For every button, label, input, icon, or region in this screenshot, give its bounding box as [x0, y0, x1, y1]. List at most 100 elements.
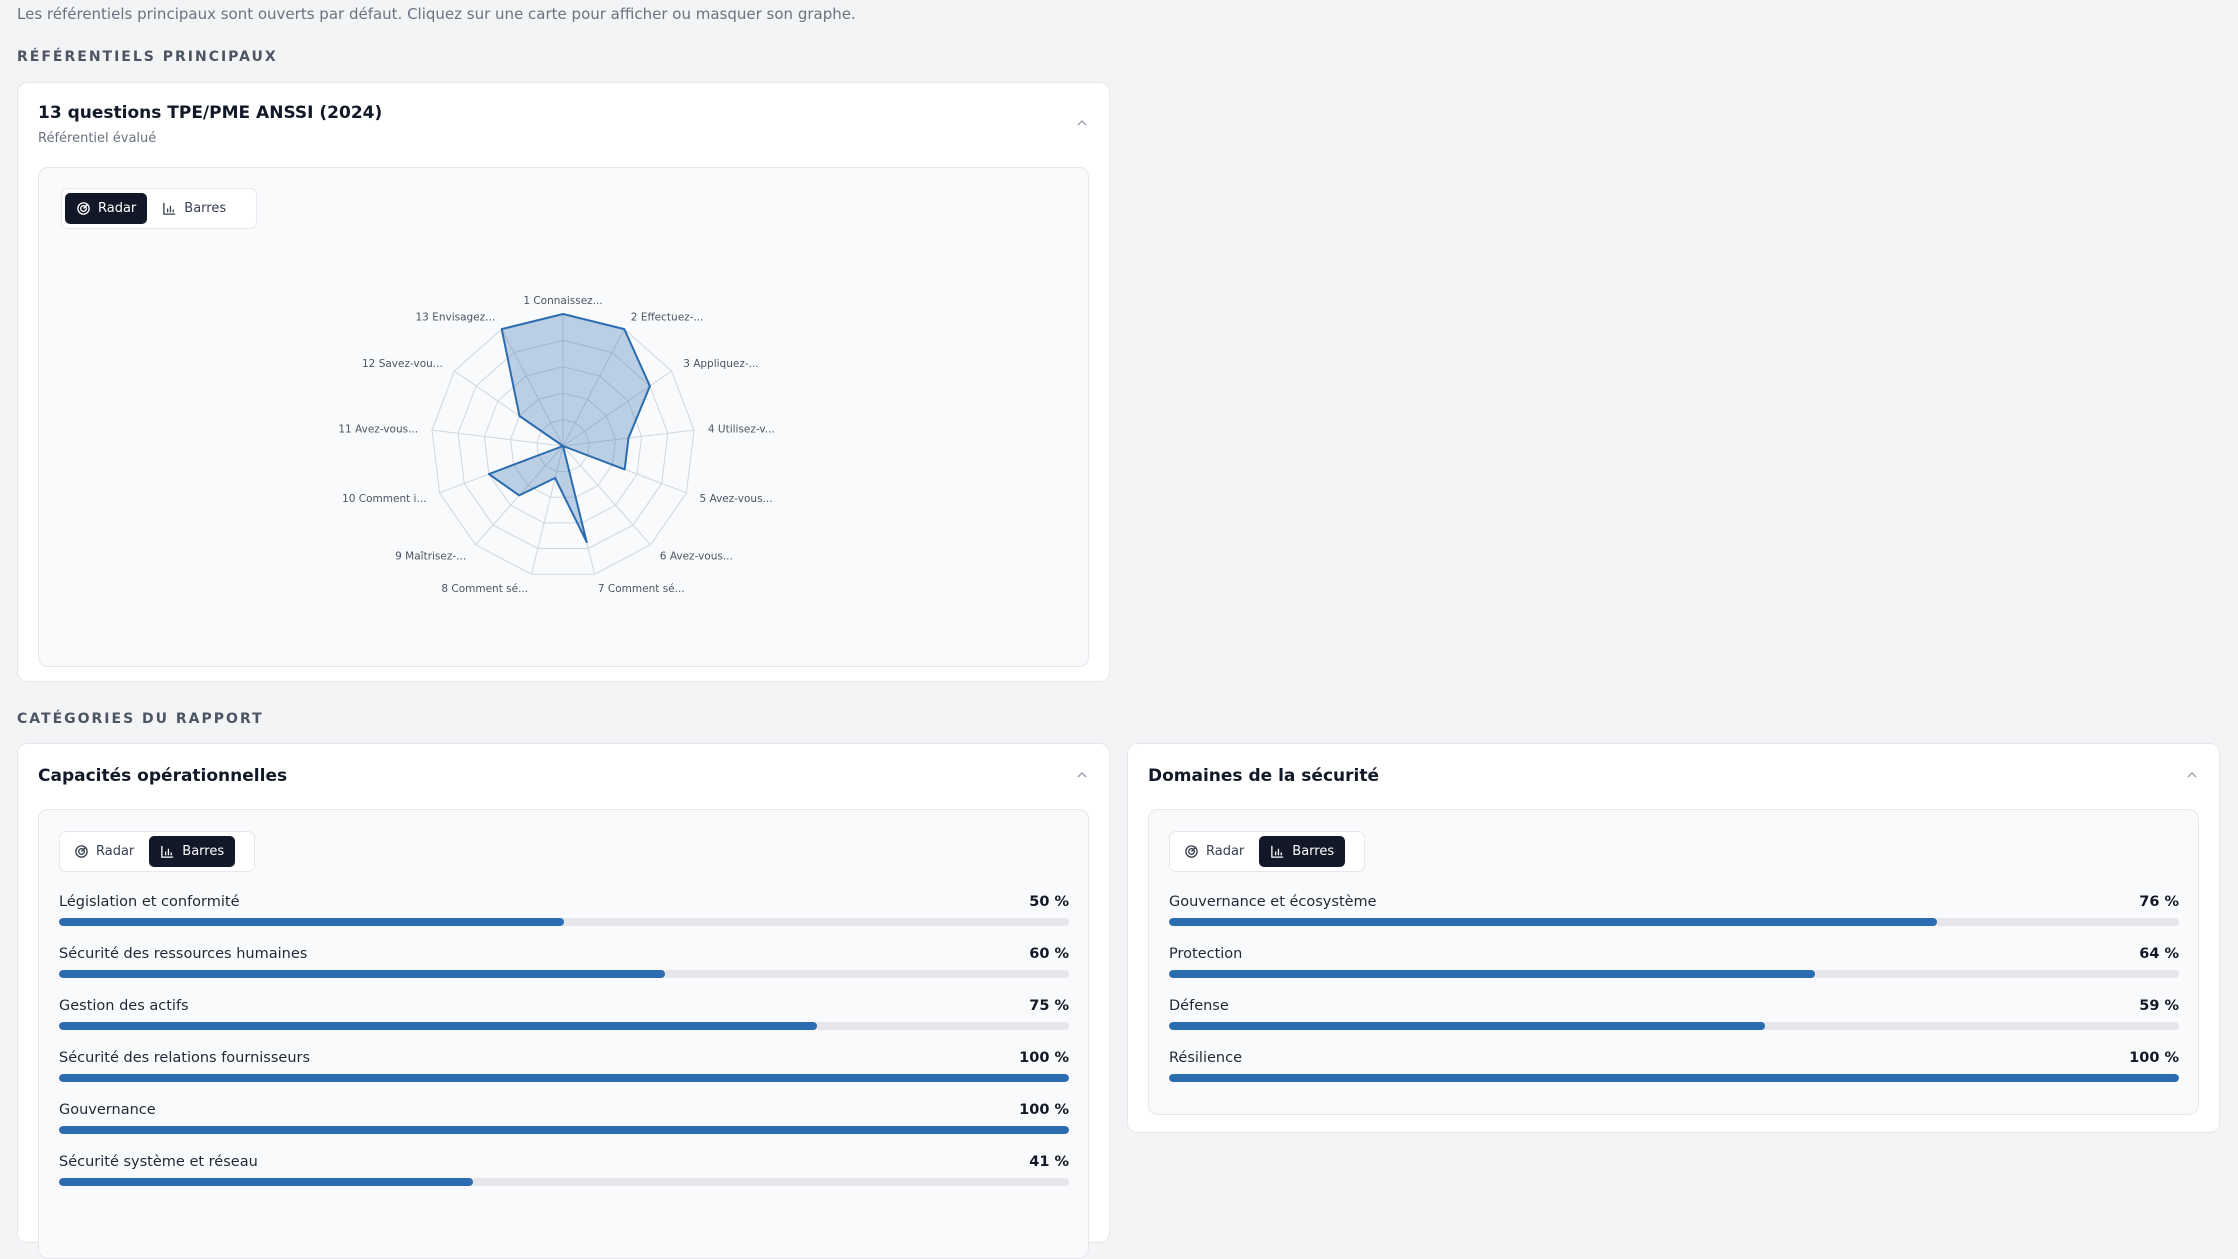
bar-track [59, 1178, 1069, 1186]
bar-label: Gouvernance [59, 1102, 156, 1118]
bar-row: Gestion des actifs 75 % [59, 998, 1069, 1032]
radar-axis-label: 5 Avez-vous... [700, 493, 773, 505]
bar-row: Protection 64 % [1169, 946, 2179, 980]
referentiel-subtitle: Référentiel évalué [38, 131, 157, 146]
radar-axis-label: 7 Comment sé... [598, 583, 685, 595]
radar-axis-line [431, 429, 564, 447]
bar-value: 64 % [2139, 946, 2179, 962]
radar-axis-line [562, 445, 651, 546]
bar-fill [59, 1126, 1069, 1134]
bar-label: Sécurité système et réseau [59, 1154, 258, 1170]
bar-row: Législation et conformité 50 % [59, 894, 1069, 928]
bar-value: 50 % [1029, 894, 1069, 910]
bars-button-label: Barres [184, 201, 227, 216]
bars-button[interactable]: Barres [149, 836, 236, 867]
bar-track [59, 1126, 1069, 1134]
capacites-title: Capacités opérationnelles [38, 766, 288, 786]
radar-button[interactable]: Radar [63, 836, 145, 867]
chevron-up-icon[interactable] [1073, 114, 1091, 132]
bar-row: Sécurité des ressources humaines 60 % [59, 946, 1069, 980]
bar-fill [1169, 970, 1816, 978]
section-title-main: RÉFÉRENTIELS PRINCIPAUX [17, 49, 278, 65]
bar-label: Sécurité des ressources humaines [59, 946, 308, 962]
radar-icon [75, 845, 88, 858]
radar-axis-line [562, 328, 625, 447]
bar-row: Défense 59 % [1169, 998, 2179, 1032]
radar-grid-ring [431, 313, 695, 575]
radar-axis-label: 1 Connaissez... [523, 295, 602, 307]
bar-track [59, 918, 1069, 926]
bars-button[interactable]: Barres [151, 193, 237, 224]
bar-row: Résilience 100 % [1169, 1050, 2179, 1084]
chevron-up-icon[interactable] [2183, 766, 2201, 784]
chart-type-toggle: Radar Barres [59, 831, 255, 872]
radar-axis-label: 9 Maîtrisez-... [395, 550, 466, 562]
bar-fill [59, 1022, 817, 1030]
bar-fill [59, 918, 564, 926]
section-title-report: CATÉGORIES DU RAPPORT [17, 711, 264, 727]
bar-label: Protection [1169, 946, 1243, 962]
bars-button[interactable]: Barres [1259, 836, 1346, 867]
bar-value: 41 % [1029, 1154, 1069, 1170]
bar-value: 100 % [2129, 1050, 2179, 1066]
bar-value: 60 % [1029, 946, 1069, 962]
radar-axis-line [562, 370, 672, 447]
chart-type-toggle: Radar Barres [1169, 831, 1365, 872]
radar-axis-label: 4 Utilisez-v... [708, 423, 775, 435]
radar-axis-label: 2 Effectuez-... [631, 312, 704, 324]
domaines-card[interactable]: Domaines de la sécurité Radar Barres Gou… [1127, 743, 2220, 1133]
bar-chart-icon [161, 845, 174, 858]
bars-button-label: Barres [1292, 844, 1335, 859]
radar-axis-line [530, 445, 564, 575]
bar-row: Sécurité des relations fournisseurs 100 % [59, 1050, 1069, 1084]
radar-grid-ring [483, 366, 643, 524]
radar-button-label: Radar [1206, 844, 1245, 859]
bar-fill [59, 970, 665, 978]
radar-series-area [487, 313, 651, 544]
bar-label: Sécurité des relations fournisseurs [59, 1050, 311, 1066]
bar-label: Résilience [1169, 1050, 1242, 1066]
radar-button[interactable]: Radar [65, 193, 148, 224]
bar-chart-icon [163, 202, 176, 215]
radar-icon [77, 202, 90, 215]
radar-button-label: Radar [96, 844, 135, 859]
bar-row: Sécurité système et réseau 41 % [59, 1154, 1069, 1188]
radar-axis-label: 6 Avez-vous... [660, 550, 733, 562]
chevron-up-icon[interactable] [1073, 766, 1091, 784]
radar-grid-ring [536, 419, 590, 473]
bar-fill [1169, 1022, 1765, 1030]
radar-axis-line [501, 328, 564, 447]
bar-track [59, 1074, 1069, 1082]
capacites-chart-panel: Radar Barres Législation et conformité 50… [38, 809, 1089, 1259]
bar-track [1169, 970, 2179, 978]
bar-value: 100 % [1019, 1102, 1069, 1118]
chart-type-toggle: Radar Barres [61, 188, 257, 229]
radar-axis-label: 8 Comment sé... [441, 583, 528, 595]
bar-value: 100 % [1019, 1050, 1069, 1066]
bar-value: 59 % [2139, 998, 2179, 1014]
capacites-card[interactable]: Capacités opérationnelles Radar Barres L… [17, 743, 1110, 1259]
referentiel-title: 13 questions TPE/PME ANSSI (2024) [38, 103, 383, 123]
radar-icon [1185, 845, 1198, 858]
bar-label: Gouvernance et écosystème [1169, 894, 1377, 910]
bars-button-label: Barres [182, 844, 225, 859]
bar-label: Gestion des actifs [59, 998, 189, 1014]
radar-button[interactable]: Radar [1173, 836, 1255, 867]
bar-label: Législation et conformité [59, 894, 240, 910]
domaines-chart-panel: Radar Barres Gouvernance et écosystème 76… [1148, 809, 2199, 1115]
bar-value: 76 % [2139, 894, 2179, 910]
bar-row: Gouvernance et écosystème 76 % [1169, 894, 2179, 928]
radar-axis-label: 11 Avez-vous... [338, 423, 418, 435]
bar-fill [1169, 1074, 2179, 1082]
bar-track [59, 970, 1069, 978]
intro-text: Les référentiels principaux sont ouverts… [17, 5, 856, 23]
bar-fill [1169, 918, 1937, 926]
bar-row: Gouvernance 100 % [59, 1102, 1069, 1136]
bar-label: Défense [1169, 998, 1229, 1014]
bar-track [1169, 1074, 2179, 1082]
radar-chart: 1 Connaissez... 2 Effectuez-... 3 Applique… [338, 295, 775, 595]
referentiel-card[interactable]: 13 questions TPE/PME ANSSI (2024) Référe… [17, 82, 1110, 682]
radar-grid-ring [457, 339, 669, 549]
bar-track [1169, 1022, 2179, 1030]
radar-grid-ring [510, 392, 616, 498]
